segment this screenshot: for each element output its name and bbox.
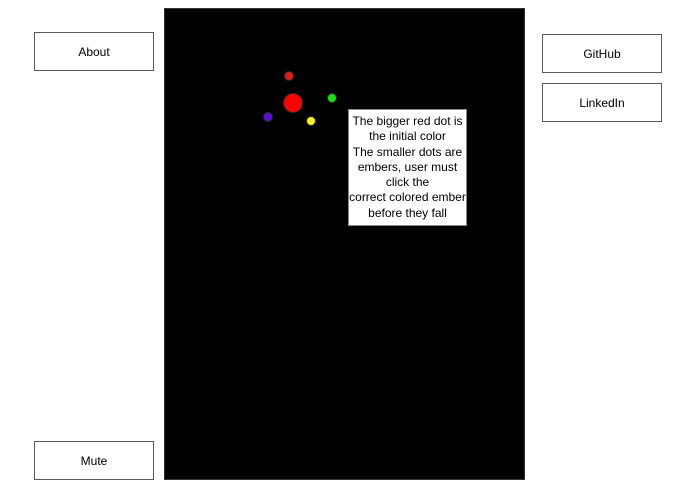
help-line: embers, user must xyxy=(357,159,458,174)
help-line: the initial color xyxy=(369,129,446,144)
mute-button[interactable]: Mute xyxy=(34,441,154,480)
help-line: click the xyxy=(385,175,430,190)
help-line: before they fall xyxy=(368,205,447,220)
initial-color-dot xyxy=(283,93,303,113)
ember-dot-purple[interactable] xyxy=(263,112,273,122)
help-tooltip: The bigger red dot is the initial color … xyxy=(348,109,467,227)
help-line: The bigger red dot is xyxy=(352,114,463,128)
ember-dot-yellow[interactable] xyxy=(306,116,316,126)
github-button[interactable]: GitHub xyxy=(542,34,662,73)
linkedin-button[interactable]: LinkedIn xyxy=(542,83,662,122)
help-line: The smaller dots are xyxy=(352,144,463,159)
help-line: correct colored ember xyxy=(349,190,466,205)
about-button[interactable]: About xyxy=(34,32,154,71)
ember-dot-green[interactable] xyxy=(327,93,337,103)
game-canvas[interactable]: The bigger red dot is the initial color … xyxy=(164,8,525,480)
ember-dot-red[interactable] xyxy=(284,71,294,81)
